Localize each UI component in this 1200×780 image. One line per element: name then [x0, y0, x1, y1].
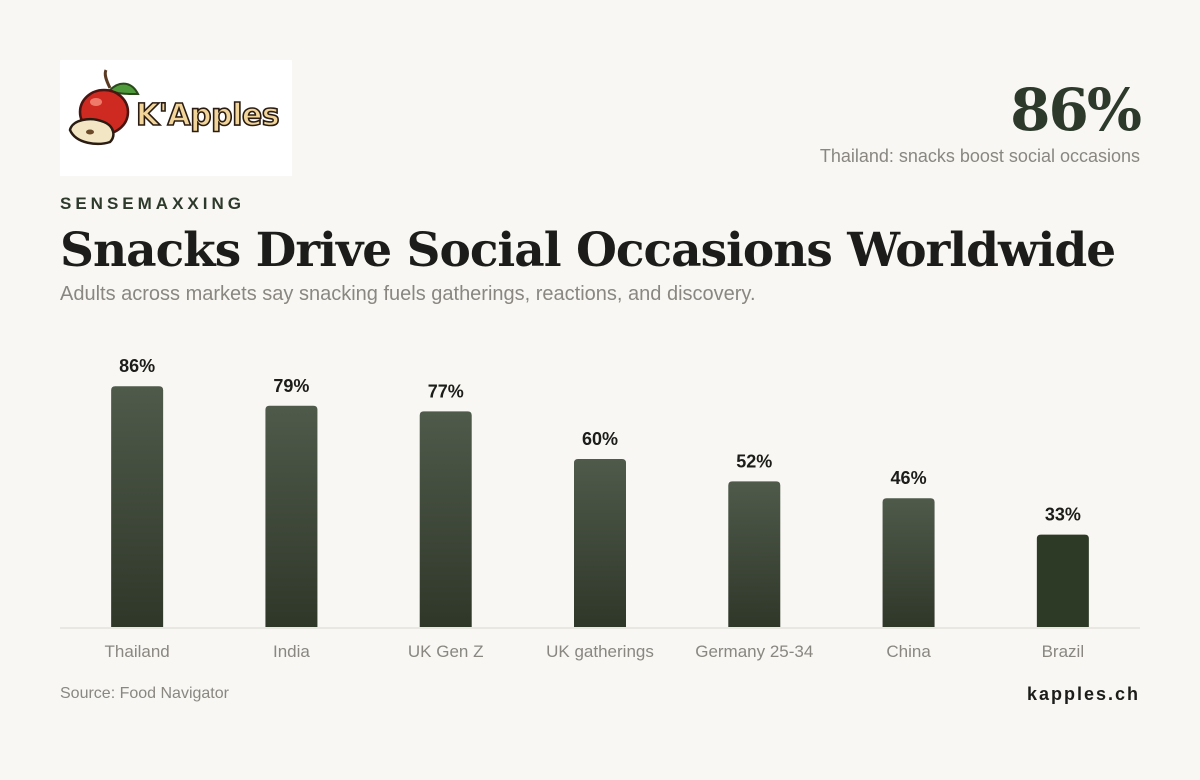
page-subtitle: Adults across markets say snacking fuels… — [60, 283, 756, 305]
bar-value-label: 52% — [736, 451, 772, 471]
category-label: UK Gen Z — [408, 642, 484, 661]
bar-value-label: 60% — [582, 429, 618, 449]
bar-uk-gatherings — [574, 459, 626, 627]
headline-stat-value: 86% — [1010, 76, 1142, 144]
apple-icon — [68, 69, 140, 146]
bar-thailand — [111, 386, 164, 627]
bar-germany-25-34 — [728, 481, 781, 627]
source-note: Source: Food Navigator — [60, 685, 229, 702]
category-label: Brazil — [1042, 642, 1085, 661]
bar-value-label: 86% — [119, 356, 155, 376]
bar-brazil — [1036, 534, 1089, 627]
brand-logo: K'Apples — [60, 60, 292, 176]
category-label: China — [886, 642, 931, 661]
category-label: UK gatherings — [546, 642, 654, 661]
category-label: India — [273, 642, 310, 661]
bar-value-label: 79% — [273, 376, 309, 396]
bar-uk-gen-z — [419, 411, 472, 627]
category-label: Germany 25-34 — [695, 642, 813, 661]
logo-wordmark: K'Apples — [135, 97, 280, 134]
kicker: SENSEMAXXING — [60, 194, 245, 213]
bar-india — [265, 405, 318, 627]
headline-stat: 86% Thailand: snacks boost social occasi… — [819, 76, 1142, 167]
site-link[interactable]: kapples.ch — [1026, 684, 1140, 704]
bar-value-label: 77% — [428, 381, 464, 401]
bar-value-label: 33% — [1045, 505, 1081, 525]
category-label: Thailand — [105, 642, 170, 661]
headline-stat-label: Thailand: snacks boost social occasions — [819, 146, 1140, 166]
bar-china — [882, 498, 935, 627]
page-title: Snacks Drive Social Occasions Worldwide — [60, 223, 1116, 278]
bar-value-label: 46% — [891, 468, 927, 488]
